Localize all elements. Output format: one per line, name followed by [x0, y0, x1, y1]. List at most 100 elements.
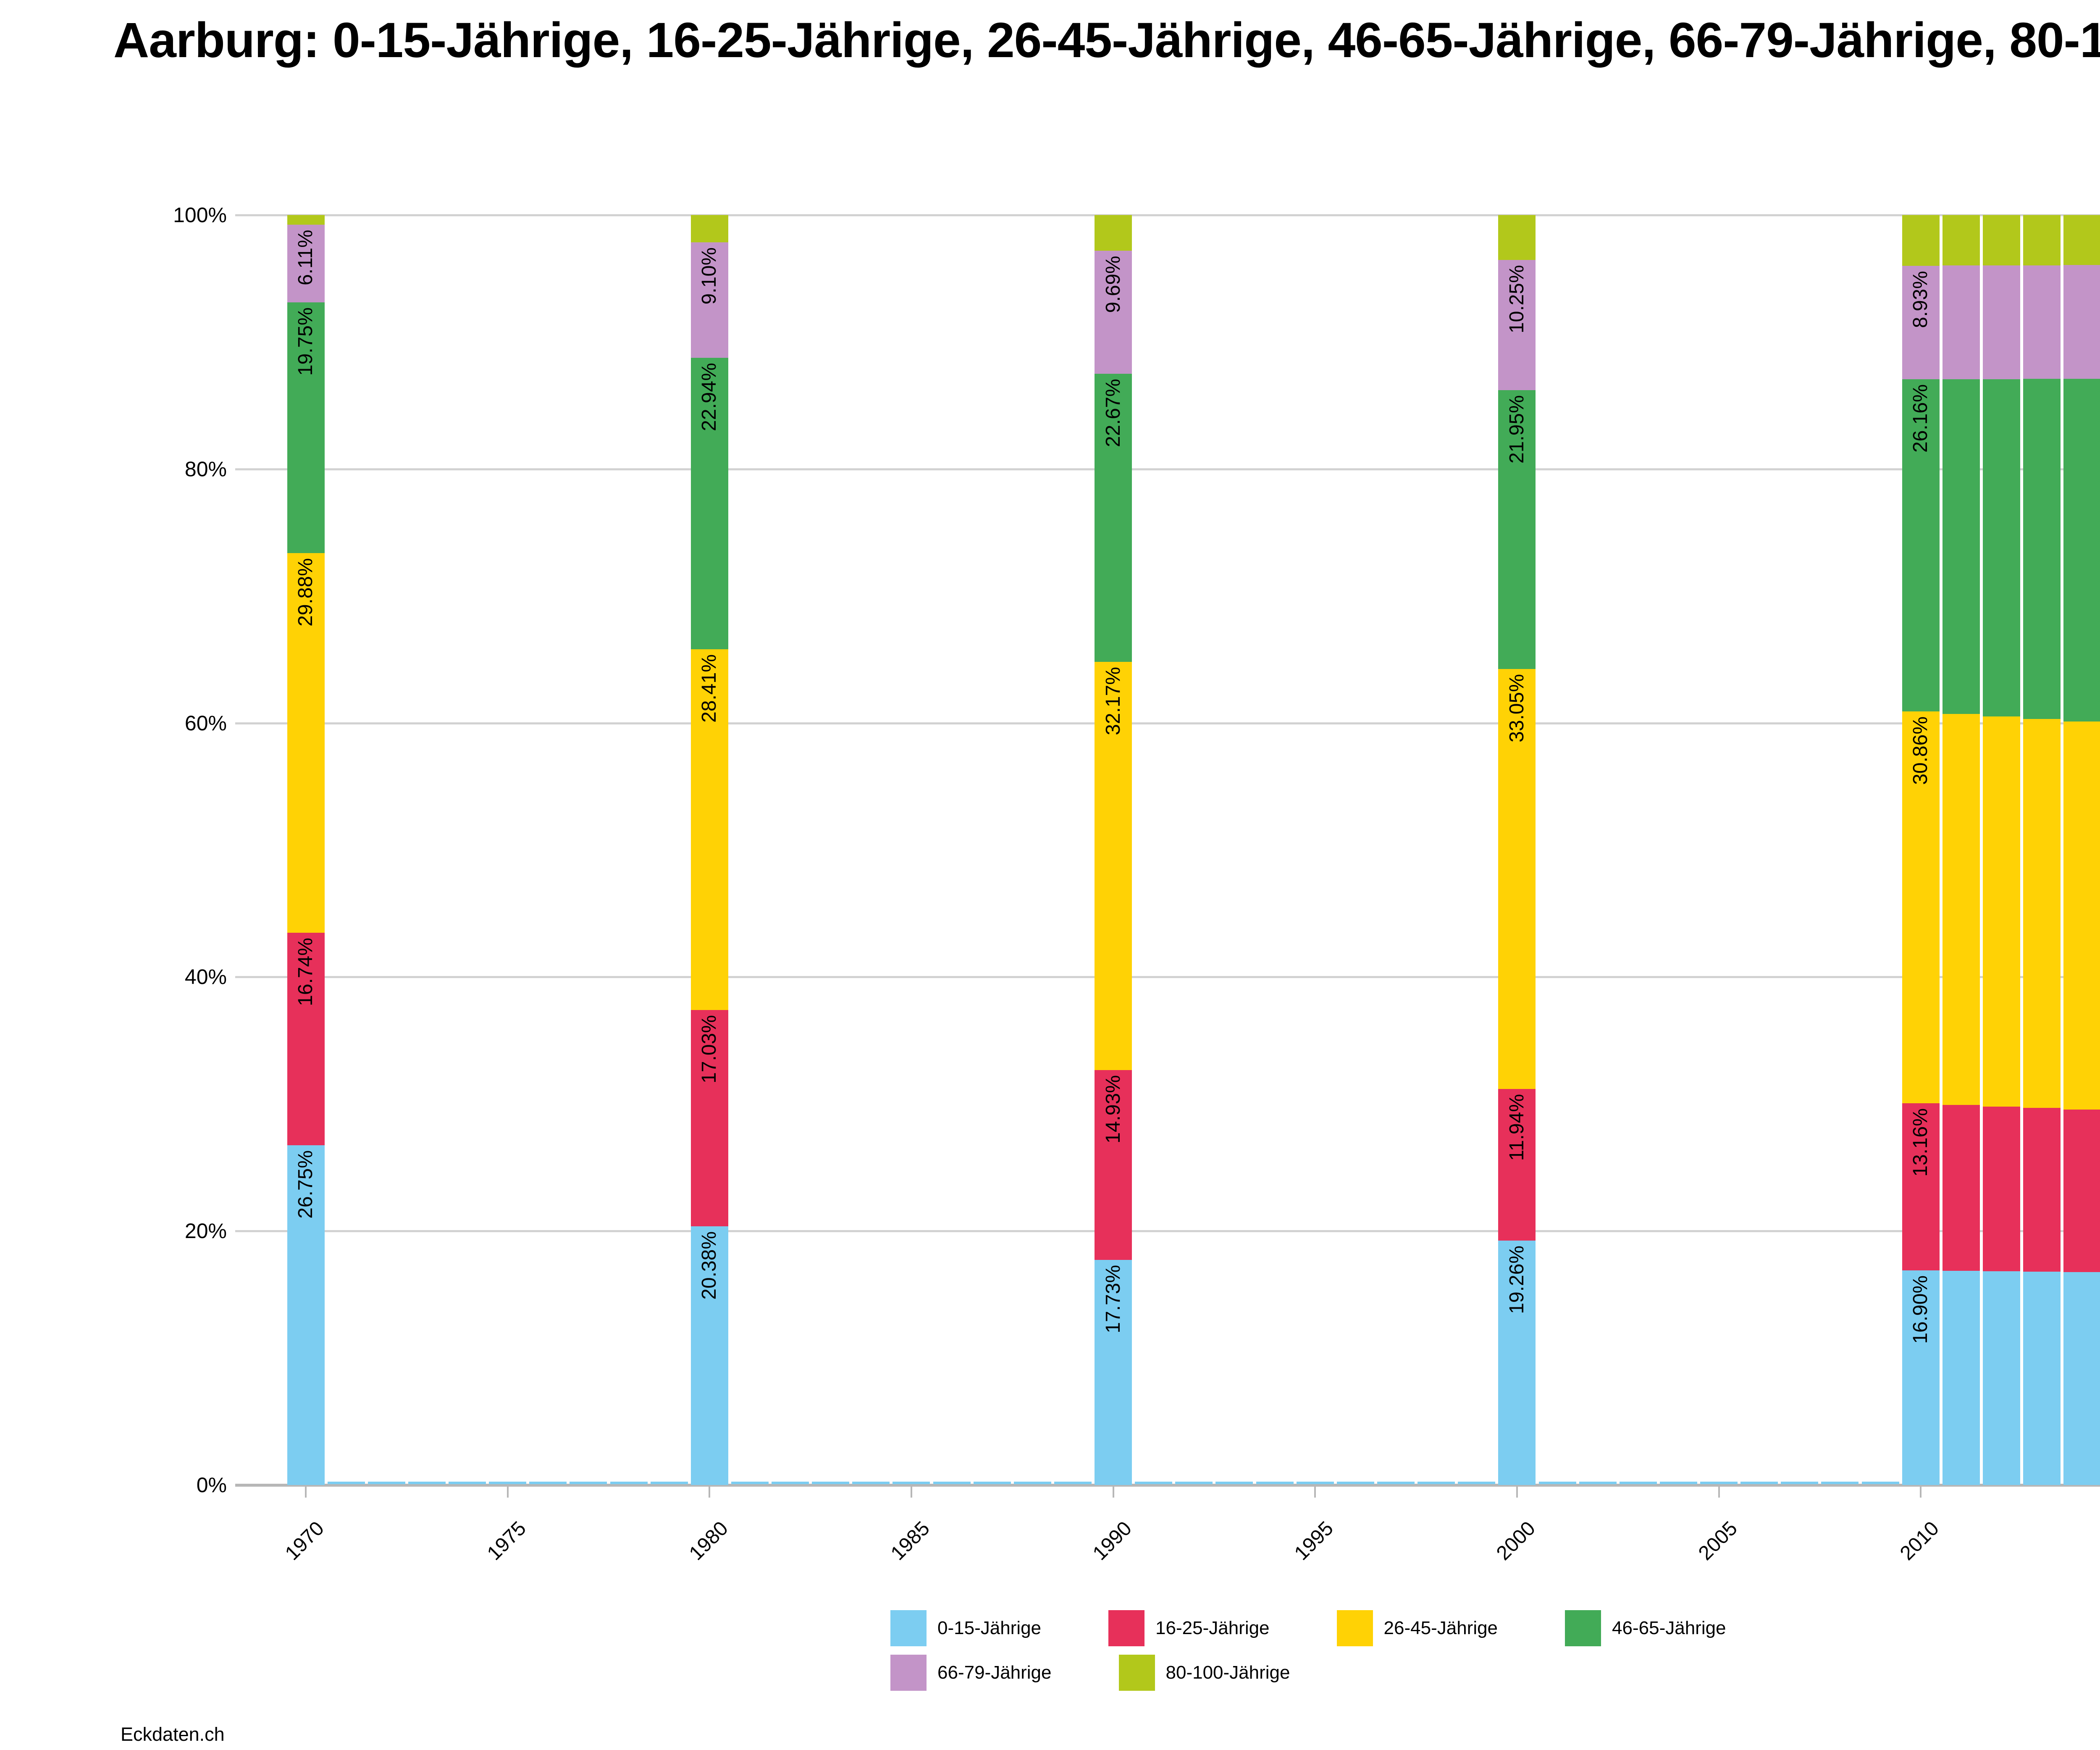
segment-2012-26-45-Jährige[interactable]: [1982, 716, 2020, 1107]
legend: 0-15-Jährige 16-25-Jährige 26-45-Jährige 46…: [890, 1610, 1726, 1699]
segment-2000-0-15-Jährige[interactable]: 19.26%: [1498, 1240, 1536, 1485]
segment-label-1990-66-79-Jährige: 9.69%: [1102, 255, 1124, 313]
chart-title: Aarburg: 0-15-Jährige, 16-25-Jährige, 26…: [113, 13, 2100, 68]
segment-2012-80-100-Jährige[interactable]: [1982, 215, 2020, 266]
legend-item-0-15-Jährige[interactable]: 0-15-Jährige: [890, 1610, 1041, 1646]
x-tick-1970: [305, 1487, 307, 1498]
legend-item-46-65-Jährige[interactable]: 46-65-Jährige: [1565, 1610, 1726, 1646]
x-axis-label-1990: 1990: [1088, 1517, 1136, 1565]
empty-year-marker-1984: [852, 1482, 890, 1484]
segment-2012-66-79-Jährige[interactable]: [1982, 265, 2020, 379]
legend-label-16-25-Jährige: 16-25-Jährige: [1155, 1618, 1270, 1638]
segment-1970-66-79-Jährige[interactable]: 6.11%: [287, 225, 325, 303]
segment-label-1980-26-45-Jährige: 28.41%: [698, 654, 721, 723]
segment-2010-80-100-Jährige[interactable]: [1902, 215, 1940, 266]
bar-2014: [2063, 215, 2100, 1485]
segment-2012-46-65-Jährige[interactable]: [1982, 379, 2020, 717]
empty-year-marker-2004: [1659, 1482, 1697, 1484]
segment-1980-16-25-Jährige[interactable]: 17.03%: [690, 1010, 728, 1226]
empty-year-marker-2009: [1861, 1482, 1899, 1484]
segment-2012-16-25-Jährige[interactable]: [1982, 1106, 2020, 1272]
segment-2011-26-45-Jährige[interactable]: [1942, 714, 1980, 1105]
segment-1980-0-15-Jährige[interactable]: 20.38%: [690, 1226, 728, 1485]
empty-year-marker-1982: [772, 1482, 809, 1484]
empty-year-marker-1988: [1013, 1482, 1051, 1484]
segment-label-2010-66-79-Jährige: 8.93%: [1909, 270, 1932, 328]
gridline-20%: [235, 1230, 2100, 1233]
segment-2012-0-15-Jährige[interactable]: [1982, 1271, 2020, 1485]
legend-item-80-100-Jährige[interactable]: 80-100-Jährige: [1118, 1655, 1290, 1691]
gridline-40%: [235, 976, 2100, 979]
segment-1970-46-65-Jährige[interactable]: 19.75%: [287, 302, 325, 554]
segment-2011-46-65-Jährige[interactable]: [1942, 379, 1980, 714]
segment-2014-26-45-Jährige[interactable]: [2063, 721, 2100, 1110]
legend-label-26-45-Jährige: 26-45-Jährige: [1383, 1618, 1498, 1638]
empty-year-marker-1983: [812, 1482, 850, 1484]
segment-1980-80-100-Jährige[interactable]: [690, 215, 728, 242]
segment-2011-16-25-Jährige[interactable]: [1942, 1105, 1980, 1271]
y-axis-label-0%: 0%: [196, 1473, 227, 1497]
segment-1980-46-65-Jährige[interactable]: 22.94%: [690, 357, 728, 649]
segment-2013-16-25-Jährige[interactable]: [2023, 1108, 2061, 1272]
segment-2000-26-45-Jährige[interactable]: 33.05%: [1498, 669, 1536, 1089]
empty-year-marker-1987: [973, 1482, 1011, 1484]
legend-item-66-79-Jährige[interactable]: 66-79-Jährige: [890, 1655, 1052, 1691]
segment-2013-0-15-Jährige[interactable]: [2023, 1272, 2061, 1485]
gridline-60%: [235, 722, 2100, 724]
legend-row-2: 66-79-Jährige 80-100-Jährige: [890, 1655, 1726, 1691]
segment-2010-66-79-Jährige[interactable]: 8.93%: [1902, 265, 1940, 379]
bar-2013: [2023, 215, 2061, 1485]
empty-year-marker-1996: [1336, 1482, 1374, 1484]
segment-1980-26-45-Jährige[interactable]: 28.41%: [690, 649, 728, 1010]
segment-1990-80-100-Jährige[interactable]: [1095, 215, 1132, 251]
segment-label-2010-16-25-Jährige: 13.16%: [1909, 1108, 1932, 1177]
segment-label-2010-0-15-Jährige: 16.90%: [1909, 1275, 1932, 1344]
segment-1990-26-45-Jährige[interactable]: 32.17%: [1095, 661, 1132, 1070]
segment-2013-26-45-Jährige[interactable]: [2023, 719, 2061, 1108]
segment-2010-16-25-Jährige[interactable]: 13.16%: [1902, 1103, 1940, 1270]
segment-2010-26-45-Jährige[interactable]: 30.86%: [1902, 711, 1940, 1103]
y-axis-label-60%: 60%: [184, 711, 227, 735]
x-axis-label-1980: 1980: [685, 1517, 732, 1565]
segment-2013-66-79-Jährige[interactable]: [2023, 265, 2061, 379]
segment-1970-80-100-Jährige[interactable]: [287, 215, 325, 225]
segment-1970-16-25-Jährige[interactable]: 16.74%: [287, 932, 325, 1146]
empty-year-marker-1993: [1215, 1482, 1253, 1484]
segment-2010-0-15-Jährige[interactable]: 16.90%: [1902, 1270, 1940, 1485]
empty-year-marker-1979: [650, 1482, 688, 1484]
gridline-0%: [235, 1484, 2100, 1487]
x-tick-2000: [1516, 1487, 1518, 1498]
segment-2013-46-65-Jährige[interactable]: [2023, 379, 2061, 719]
segment-1990-66-79-Jährige[interactable]: 9.69%: [1095, 250, 1132, 374]
segment-2014-46-65-Jährige[interactable]: [2063, 379, 2100, 722]
segment-2014-80-100-Jährige[interactable]: [2063, 215, 2100, 265]
bar-1970: 26.75% 16.74% 29.88% 19.75% 6.11%: [287, 215, 325, 1485]
empty-year-marker-1981: [731, 1482, 769, 1484]
segment-2014-66-79-Jährige[interactable]: [2063, 265, 2100, 379]
segment-2014-16-25-Jährige[interactable]: [2063, 1109, 2100, 1272]
segment-2013-80-100-Jährige[interactable]: [2023, 215, 2061, 265]
segment-2000-16-25-Jährige[interactable]: 11.94%: [1498, 1089, 1536, 1241]
segment-2000-46-65-Jährige[interactable]: 21.95%: [1498, 390, 1536, 669]
segment-2000-80-100-Jährige[interactable]: [1498, 215, 1536, 260]
segment-2011-0-15-Jährige[interactable]: [1942, 1271, 1980, 1485]
segment-1990-0-15-Jährige[interactable]: 17.73%: [1095, 1259, 1132, 1485]
x-axis-label-2010: 2010: [1896, 1517, 1944, 1565]
legend-item-16-25-Jährige[interactable]: 16-25-Jährige: [1108, 1610, 1270, 1646]
segment-label-1970-66-79-Jährige: 6.11%: [294, 230, 317, 286]
segment-1990-16-25-Jährige[interactable]: 14.93%: [1095, 1070, 1132, 1260]
segment-1970-0-15-Jährige[interactable]: 26.75%: [287, 1145, 325, 1485]
empty-year-marker-2008: [1821, 1482, 1859, 1484]
x-axis-label-1975: 1975: [483, 1517, 530, 1565]
segment-1980-66-79-Jährige[interactable]: 9.10%: [690, 242, 728, 358]
empty-year-marker-1998: [1418, 1482, 1455, 1484]
segment-2010-46-65-Jährige[interactable]: 26.16%: [1902, 379, 1940, 711]
segment-2011-66-79-Jährige[interactable]: [1942, 265, 1980, 379]
segment-2011-80-100-Jährige[interactable]: [1942, 215, 1980, 266]
segment-1970-26-45-Jährige[interactable]: 29.88%: [287, 553, 325, 933]
segment-2014-0-15-Jährige[interactable]: [2063, 1272, 2100, 1485]
legend-item-26-45-Jährige[interactable]: 26-45-Jährige: [1336, 1610, 1498, 1646]
segment-2000-66-79-Jährige[interactable]: 10.25%: [1498, 260, 1536, 391]
segment-1990-46-65-Jährige[interactable]: 22.67%: [1095, 374, 1132, 662]
